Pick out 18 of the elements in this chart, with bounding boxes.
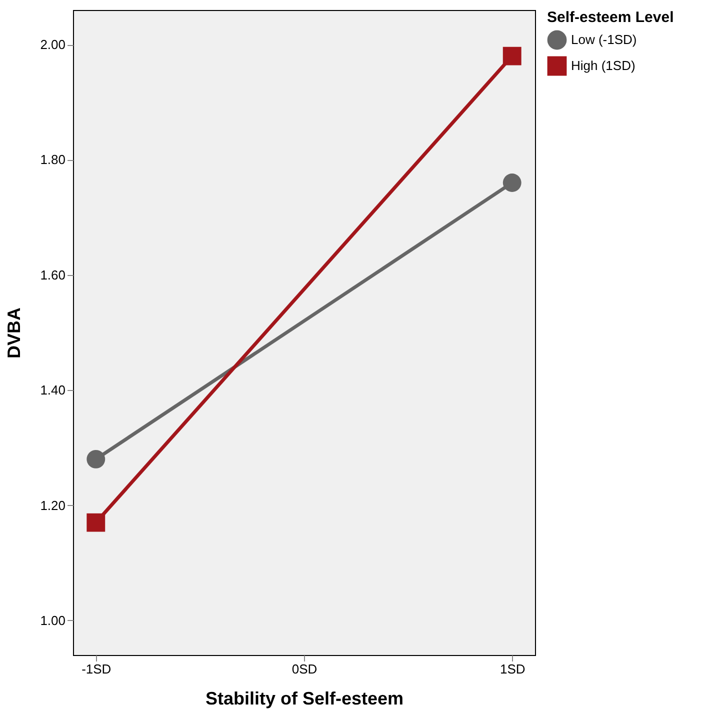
y-tick-label: 1.80 (40, 152, 66, 168)
legend-label: Low (-1SD) (571, 32, 637, 47)
point (502, 46, 522, 66)
point (86, 450, 106, 468)
x-axis-title: Stability of Self-esteem (205, 688, 404, 708)
y-tick-label: 1.60 (40, 267, 66, 282)
x-tick-label: 0SD (292, 662, 318, 676)
y-tick-label: 1.40 (40, 382, 66, 398)
x-tick-label: -1SD (82, 662, 112, 676)
y-tick-label: 1.00 (40, 612, 66, 628)
legend-title: Self-esteem Level (547, 9, 674, 26)
y-tick-label: 2.00 (40, 37, 66, 52)
x-tick-label: 1SD (500, 662, 526, 676)
y-axis-title: DVBA (4, 307, 24, 359)
legend-label: High (1SD) (571, 58, 636, 73)
y-tick-label: 1.20 (40, 498, 66, 513)
point (502, 174, 522, 192)
point (86, 513, 106, 532)
